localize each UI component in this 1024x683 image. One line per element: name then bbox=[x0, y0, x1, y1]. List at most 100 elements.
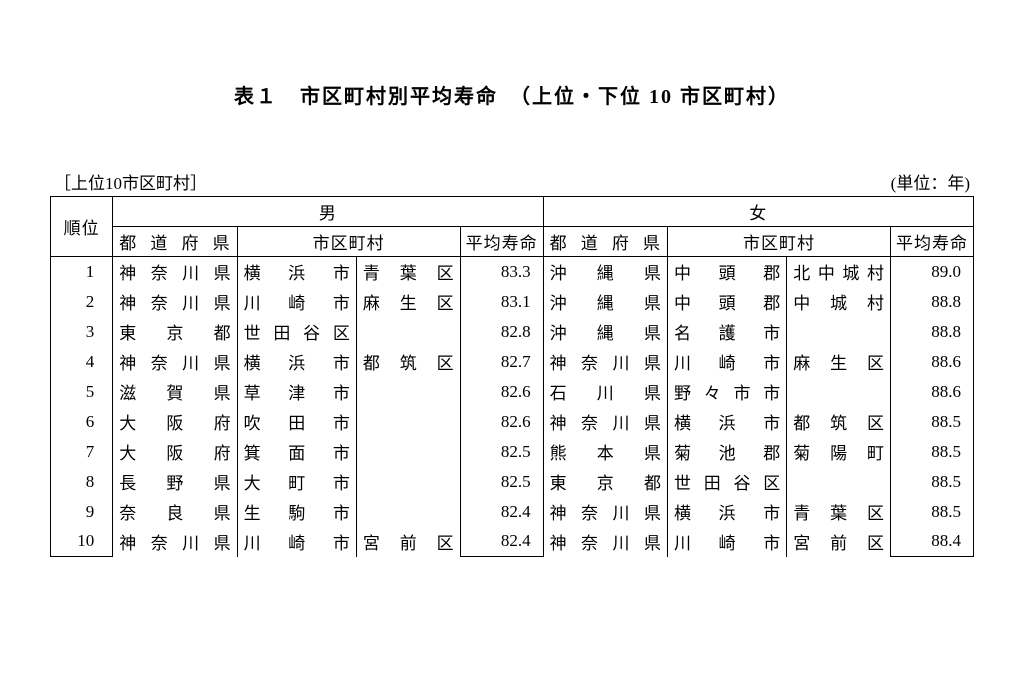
cell-m-city2 bbox=[356, 497, 460, 527]
cell-f-city2: 青葉区 bbox=[787, 497, 891, 527]
cell-m-city2: 宮前区 bbox=[356, 527, 460, 557]
cell-m-pref: 大阪府 bbox=[113, 407, 237, 437]
cell-f-life: 88.8 bbox=[890, 317, 973, 347]
cell-f-city1: 川崎市 bbox=[668, 347, 787, 377]
cell-m-city1: 川崎市 bbox=[237, 527, 356, 557]
header-m-life: 平均寿命 bbox=[460, 227, 543, 257]
cell-m-life: 82.5 bbox=[460, 437, 543, 467]
cell-m-life: 82.4 bbox=[460, 527, 543, 557]
subtitle-row: ［上位10市区町村］ (単位：年) bbox=[50, 169, 974, 194]
cell-m-city1: 箕面市 bbox=[237, 437, 356, 467]
cell-m-city1: 大町市 bbox=[237, 467, 356, 497]
table-row: 5滋賀県草津市 82.6石川県野々市市 88.6 bbox=[51, 377, 974, 407]
cell-m-city1: 生駒市 bbox=[237, 497, 356, 527]
cell-m-city1: 草津市 bbox=[237, 377, 356, 407]
cell-f-city1: 菊池郡 bbox=[668, 437, 787, 467]
cell-m-city1: 横浜市 bbox=[237, 347, 356, 377]
cell-m-city1: 横浜市 bbox=[237, 257, 356, 287]
subtitle-left: ［上位10市区町村］ bbox=[54, 169, 207, 194]
cell-f-pref: 神奈川県 bbox=[543, 407, 667, 437]
header-m-pref: 都道府県 bbox=[113, 227, 237, 257]
cell-f-life: 88.4 bbox=[890, 527, 973, 557]
table-row: 2神奈川県川崎市麻生区83.1沖縄県中頭郡中城村88.8 bbox=[51, 287, 974, 317]
cell-f-city1: 川崎市 bbox=[668, 527, 787, 557]
cell-f-city1: 野々市市 bbox=[668, 377, 787, 407]
cell-m-city2: 麻生区 bbox=[356, 287, 460, 317]
cell-m-pref: 奈良県 bbox=[113, 497, 237, 527]
subtitle-right: (単位：年) bbox=[891, 169, 970, 194]
cell-m-life: 83.1 bbox=[460, 287, 543, 317]
cell-rank: 3 bbox=[51, 317, 113, 347]
cell-rank: 10 bbox=[51, 527, 113, 557]
cell-f-pref: 沖縄県 bbox=[543, 257, 667, 287]
header-f-life: 平均寿命 bbox=[890, 227, 973, 257]
cell-m-pref: 神奈川県 bbox=[113, 257, 237, 287]
cell-m-city1: 世田谷区 bbox=[237, 317, 356, 347]
cell-f-pref: 東京都 bbox=[543, 467, 667, 497]
cell-f-city2 bbox=[787, 317, 891, 347]
cell-f-city1: 世田谷区 bbox=[668, 467, 787, 497]
cell-f-city1: 中頭郡 bbox=[668, 257, 787, 287]
cell-f-pref: 神奈川県 bbox=[543, 347, 667, 377]
cell-f-city2 bbox=[787, 467, 891, 497]
cell-rank: 8 bbox=[51, 467, 113, 497]
table-body: 1神奈川県横浜市青葉区83.3沖縄県中頭郡北中城村89.02神奈川県川崎市麻生区… bbox=[51, 257, 974, 557]
cell-m-pref: 神奈川県 bbox=[113, 347, 237, 377]
cell-f-pref: 熊本県 bbox=[543, 437, 667, 467]
cell-m-life: 83.3 bbox=[460, 257, 543, 287]
header-f-pref: 都道府県 bbox=[543, 227, 667, 257]
cell-f-pref: 石川県 bbox=[543, 377, 667, 407]
table-row: 4神奈川県横浜市都筑区82.7神奈川県川崎市麻生区88.6 bbox=[51, 347, 974, 377]
cell-m-city1: 川崎市 bbox=[237, 287, 356, 317]
cell-rank: 7 bbox=[51, 437, 113, 467]
cell-m-life: 82.7 bbox=[460, 347, 543, 377]
cell-m-pref: 神奈川県 bbox=[113, 287, 237, 317]
cell-f-life: 88.6 bbox=[890, 347, 973, 377]
cell-m-life: 82.4 bbox=[460, 497, 543, 527]
cell-f-pref: 沖縄県 bbox=[543, 317, 667, 347]
cell-f-city2: 菊陽町 bbox=[787, 437, 891, 467]
cell-m-city2 bbox=[356, 467, 460, 497]
header-male: 男 bbox=[113, 197, 543, 227]
table-row: 8長野県大町市82.5東京都世田谷区88.5 bbox=[51, 467, 974, 497]
cell-m-life: 82.6 bbox=[460, 377, 543, 407]
cell-f-life: 88.6 bbox=[890, 377, 973, 407]
life-expectancy-table: 順位 男 女 都道府県 市区町村 平均寿命 都道府県 市区町村 平均寿命 1神奈… bbox=[50, 196, 974, 557]
header-m-muni: 市区町村 bbox=[237, 227, 460, 257]
header-female: 女 bbox=[543, 197, 973, 227]
cell-rank: 9 bbox=[51, 497, 113, 527]
cell-f-city2: 都筑区 bbox=[787, 407, 891, 437]
cell-f-life: 88.5 bbox=[890, 467, 973, 497]
cell-f-city2: 宮前区 bbox=[787, 527, 891, 557]
table-row: 10神奈川県川崎市宮前区82.4神奈川県川崎市宮前区88.4 bbox=[51, 527, 974, 557]
cell-m-city2 bbox=[356, 437, 460, 467]
cell-f-life: 88.5 bbox=[890, 437, 973, 467]
cell-f-city2 bbox=[787, 377, 891, 407]
cell-m-city2: 都筑区 bbox=[356, 347, 460, 377]
table-row: 9奈良県生駒市82.4神奈川県横浜市青葉区88.5 bbox=[51, 497, 974, 527]
cell-m-pref: 滋賀県 bbox=[113, 377, 237, 407]
table-row: 3東京都世田谷区82.8沖縄県名護市88.8 bbox=[51, 317, 974, 347]
cell-rank: 2 bbox=[51, 287, 113, 317]
cell-f-city1: 中頭郡 bbox=[668, 287, 787, 317]
cell-f-life: 88.5 bbox=[890, 407, 973, 437]
cell-f-pref: 神奈川県 bbox=[543, 497, 667, 527]
cell-f-city2: 麻生区 bbox=[787, 347, 891, 377]
cell-rank: 5 bbox=[51, 377, 113, 407]
cell-m-city2 bbox=[356, 317, 460, 347]
cell-f-city2: 中城村 bbox=[787, 287, 891, 317]
cell-m-life: 82.6 bbox=[460, 407, 543, 437]
cell-rank: 4 bbox=[51, 347, 113, 377]
cell-m-city2 bbox=[356, 407, 460, 437]
header-f-muni: 市区町村 bbox=[668, 227, 891, 257]
header-rank: 順位 bbox=[51, 197, 113, 257]
cell-m-pref: 神奈川県 bbox=[113, 527, 237, 557]
cell-f-city1: 横浜市 bbox=[668, 497, 787, 527]
cell-f-pref: 神奈川県 bbox=[543, 527, 667, 557]
cell-m-pref: 東京都 bbox=[113, 317, 237, 347]
cell-f-life: 89.0 bbox=[890, 257, 973, 287]
cell-m-pref: 大阪府 bbox=[113, 437, 237, 467]
table-row: 7大阪府箕面市 82.5熊本県菊池郡菊陽町88.5 bbox=[51, 437, 974, 467]
cell-m-city1: 吹田市 bbox=[237, 407, 356, 437]
table-row: 6大阪府吹田市82.6神奈川県横浜市都筑区88.5 bbox=[51, 407, 974, 437]
